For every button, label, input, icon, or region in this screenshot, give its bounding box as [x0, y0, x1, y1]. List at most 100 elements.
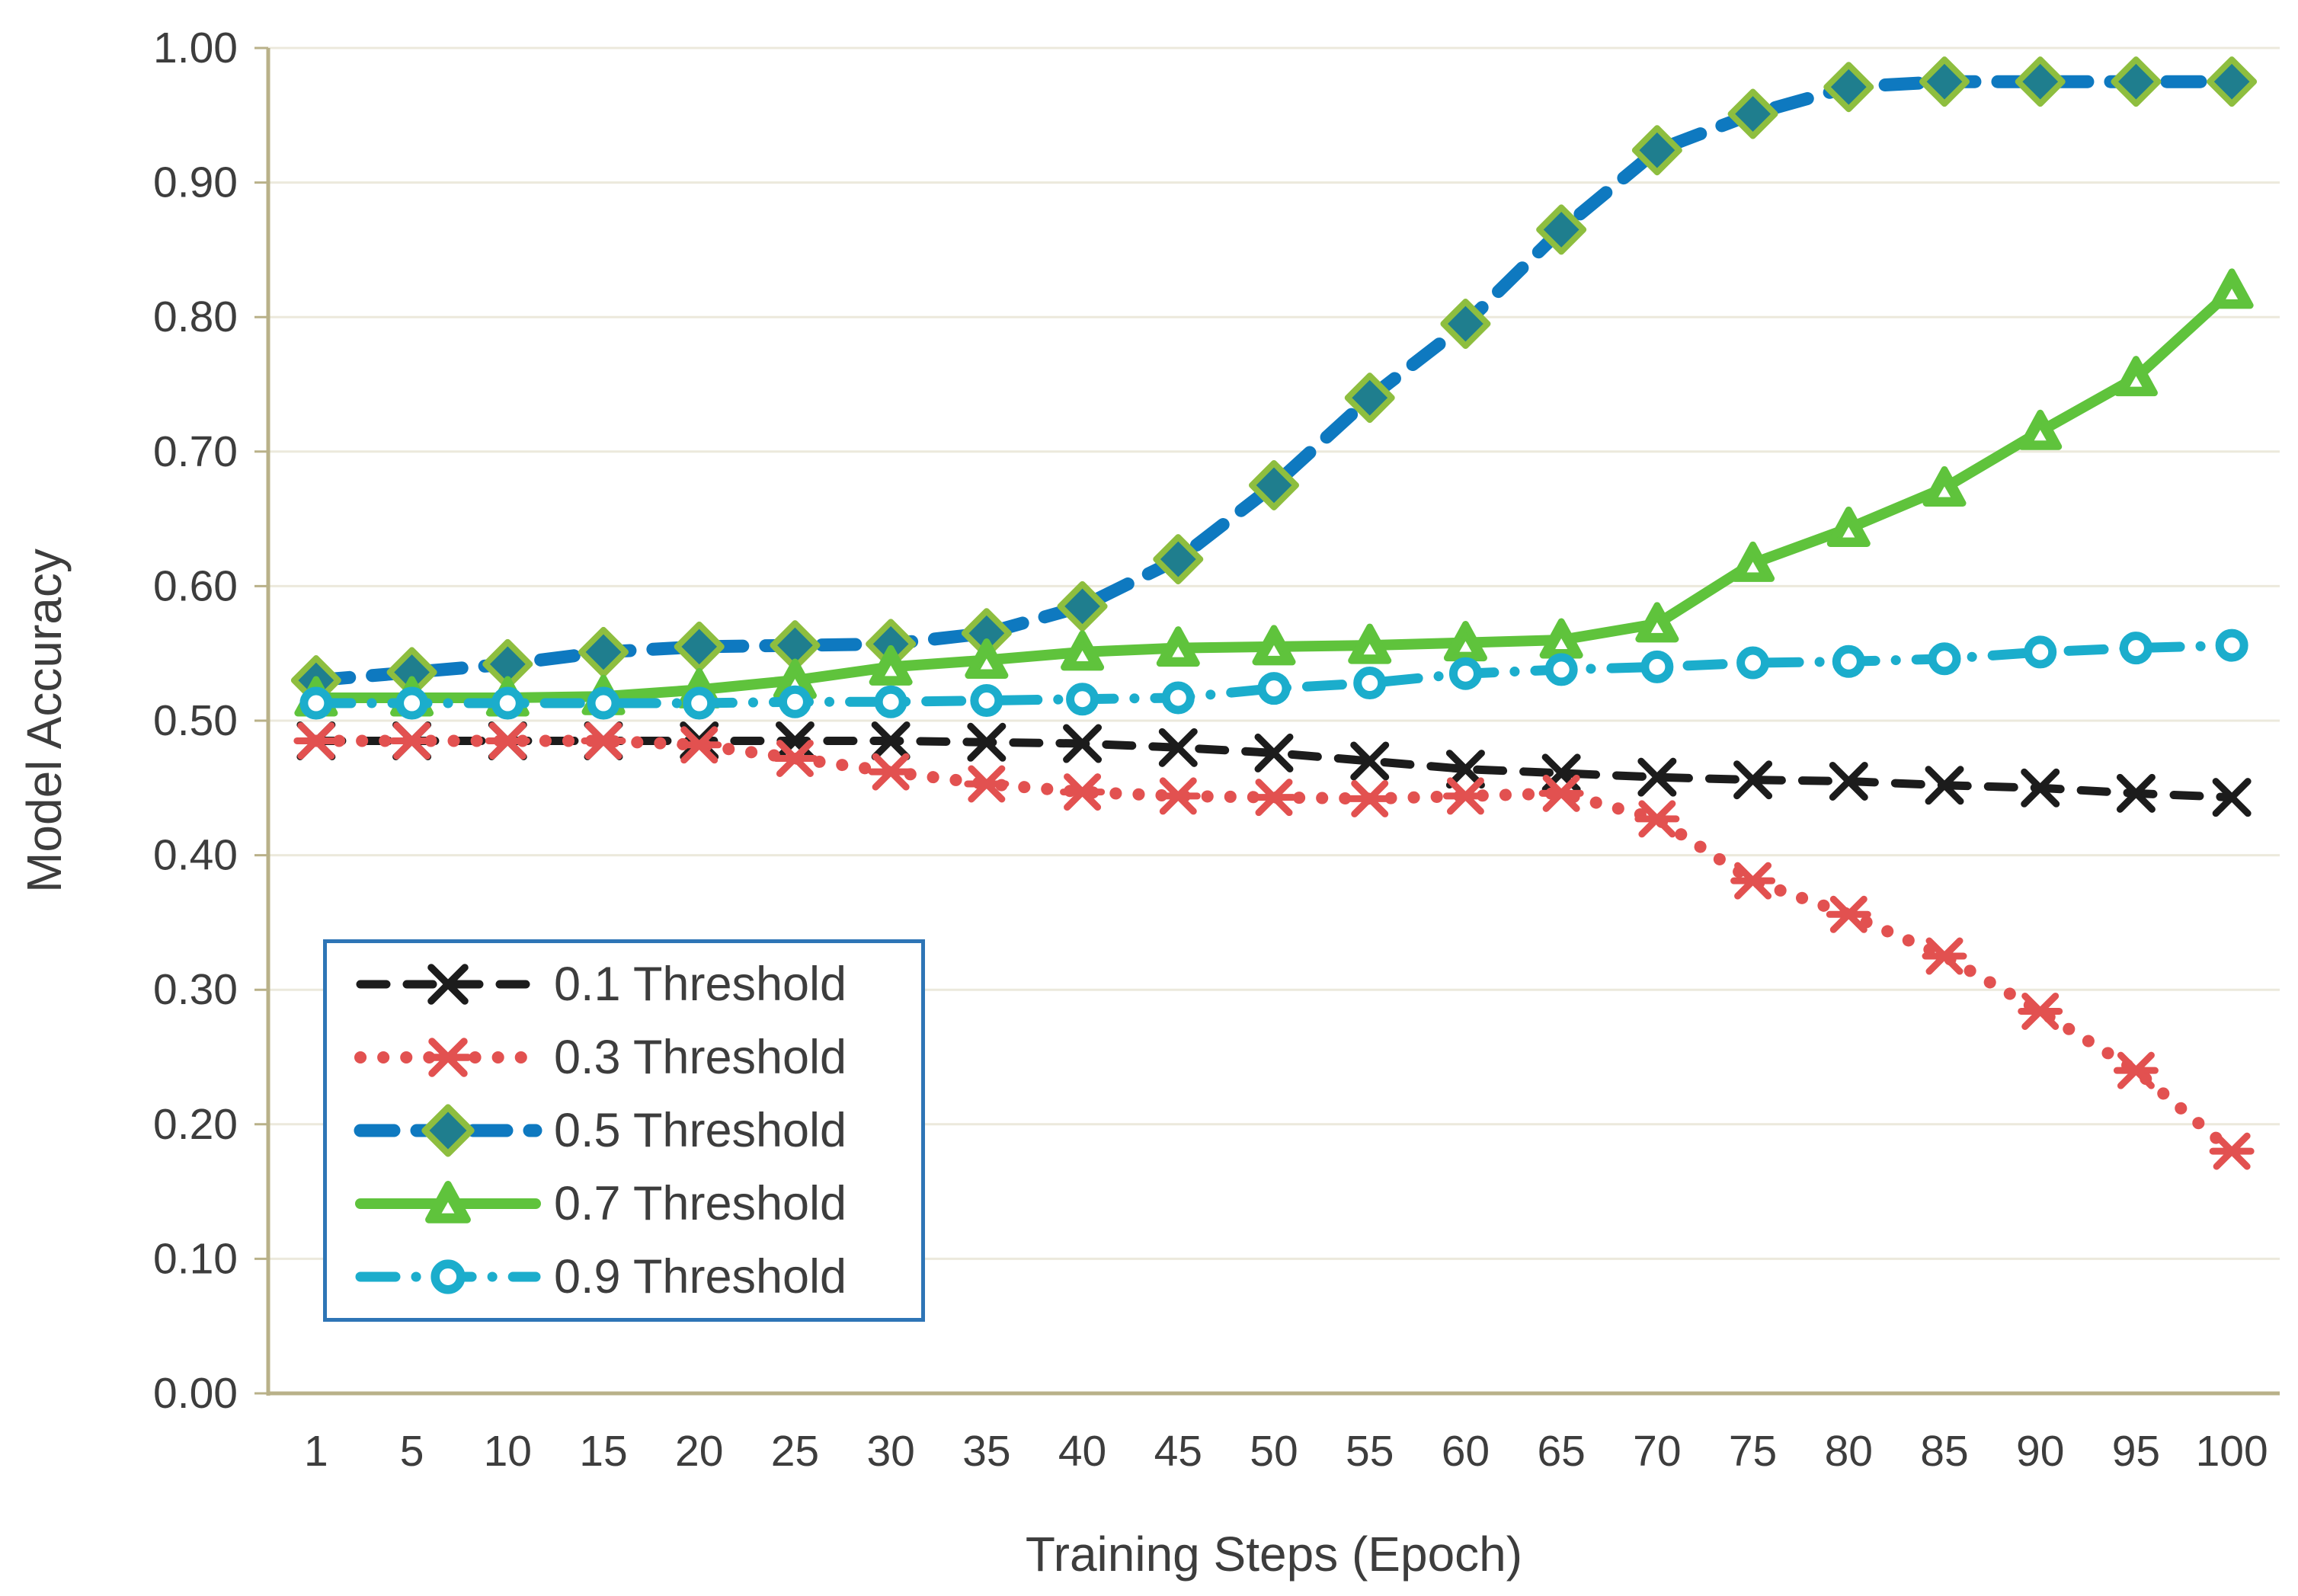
series-marker-triangle — [1938, 486, 1951, 497]
series-marker-diamond — [1249, 459, 1299, 510]
series-marker-asterisk — [1347, 779, 1393, 817]
series-marker-circle — [2215, 628, 2248, 662]
series-marker-diamond — [421, 1104, 475, 1157]
y-tick-label: 0.80 — [153, 293, 238, 341]
series-marker-asterisk — [1634, 800, 1680, 838]
x-tick-label: 100 — [2196, 1427, 2268, 1476]
series-marker-triangle — [1650, 622, 1663, 633]
x-tick-label: 75 — [1729, 1427, 1777, 1476]
series-marker-circle — [299, 686, 333, 720]
series-marker-asterisk — [1155, 777, 1201, 815]
series-marker-triangle — [1348, 623, 1392, 664]
series-marker-circle — [778, 685, 811, 718]
series-marker-triangle — [1746, 561, 1759, 573]
legend-item: 0.5 Threshold — [353, 1094, 921, 1167]
x-tick-label: 1 — [304, 1427, 328, 1476]
legend-label: 0.7 Threshold — [554, 1177, 847, 1230]
series-marker-triangle — [885, 665, 898, 676]
series-marker-x — [2116, 773, 2156, 813]
series-marker-asterisk — [424, 1038, 472, 1077]
series-marker-circle — [1736, 646, 1770, 680]
x-tick-label: 45 — [1154, 1427, 1202, 1476]
y-tick-label: 1.00 — [153, 24, 238, 72]
series-marker-diamond — [1344, 373, 1395, 424]
x-tick-label: 50 — [1250, 1427, 1298, 1476]
series-marker-circle — [1066, 683, 1099, 716]
series-marker-triangle — [1363, 644, 1376, 655]
x-tick-label: 5 — [400, 1427, 424, 1476]
legend: 0.1 Threshold 0.3 Threshold 0.5 Threshold 0… — [323, 939, 925, 1322]
series-marker-triangle — [1076, 650, 1089, 661]
series-marker-diamond — [2111, 56, 2162, 107]
x-tick-label: 20 — [675, 1427, 723, 1476]
series-marker-triangle — [2210, 268, 2254, 309]
series-marker-asterisk — [1730, 862, 1776, 900]
series-marker-asterisk — [1538, 774, 1584, 812]
series-marker-diamond — [1919, 56, 1970, 107]
series-marker-circle — [683, 686, 716, 720]
series-marker-triangle — [1731, 541, 1775, 582]
series-marker-triangle — [2034, 430, 2047, 441]
series-marker-asterisk — [1251, 779, 1297, 817]
series-marker-triangle — [1268, 644, 1280, 656]
series-marker-diamond — [2015, 56, 2066, 107]
series-marker-asterisk — [1060, 773, 1106, 811]
series-marker-diamond — [578, 626, 629, 677]
series-marker-diamond — [1631, 125, 1682, 176]
legend-line-sample — [355, 1259, 541, 1294]
series-line-0.5-threshold — [309, 75, 2239, 687]
series-marker-asterisk — [1442, 777, 1488, 815]
series-marker-x — [1350, 741, 1390, 781]
series-marker-diamond — [1536, 204, 1587, 255]
series-marker-diamond — [674, 621, 725, 672]
series-marker-x — [427, 964, 469, 1005]
y-tick-label: 0.10 — [153, 1234, 238, 1283]
x-tick-label: 85 — [1920, 1427, 1968, 1476]
y-tick-label: 0.20 — [153, 1100, 238, 1149]
series-markers-0.9-threshold — [299, 628, 2248, 720]
series-marker-circle — [2119, 632, 2152, 665]
legend-line-sample — [354, 1104, 542, 1157]
series-marker-diamond — [1153, 534, 1204, 585]
x-tick-label: 80 — [1825, 1427, 1873, 1476]
series-marker-asterisk — [2209, 1132, 2255, 1170]
x-tick-label: 55 — [1346, 1427, 1394, 1476]
x-tick-label: 90 — [2016, 1427, 2064, 1476]
series-marker-triangle — [2130, 376, 2143, 387]
series-marker-circle — [1544, 653, 1578, 686]
legend-label: 0.5 Threshold — [554, 1104, 847, 1157]
series-marker-x — [1063, 724, 1103, 763]
series-marker-x — [1925, 766, 1964, 805]
x-tick-label: 35 — [962, 1427, 1010, 1476]
series-marker-x — [1445, 750, 1485, 789]
y-tick-label: 0.40 — [153, 831, 238, 880]
series-marker-diamond — [2207, 56, 2258, 107]
series-marker-asterisk — [1922, 937, 1967, 975]
series-marker-asterisk — [677, 726, 722, 764]
series-marker-asterisk — [389, 721, 435, 760]
x-axis-title: Training Steps (Epoch) — [1025, 1527, 1523, 1582]
series-marker-x — [1829, 761, 1868, 801]
series-marker-triangle — [1826, 506, 1871, 547]
series-marker-triangle — [965, 638, 1009, 680]
series-marker-circle — [1353, 667, 1387, 700]
series-marker-triangle — [1172, 646, 1185, 657]
series-marker-circle — [2024, 635, 2057, 669]
legend-item: 0.7 Threshold — [353, 1167, 921, 1240]
x-tick-label: 95 — [2112, 1427, 2160, 1476]
legend-item: 0.1 Threshold — [353, 948, 921, 1021]
x-tick-label: 40 — [1058, 1427, 1106, 1476]
series-marker-x — [1733, 760, 1773, 800]
series-marker-triangle — [1459, 641, 1472, 652]
series-marker-circle — [1928, 642, 1961, 676]
series-marker-circle — [1832, 644, 1865, 678]
series-marker-diamond — [1057, 581, 1108, 632]
series-marker-diamond — [1440, 299, 1491, 350]
legend-line-sample — [356, 964, 540, 1005]
series-marker-asterisk — [964, 765, 1010, 803]
series-marker-circle — [970, 684, 1003, 718]
series-marker-asterisk — [2018, 992, 2063, 1030]
series-marker-triangle — [2114, 356, 2158, 397]
series-markers-0.5-threshold — [290, 56, 2258, 706]
legend-item: 0.9 Threshold — [353, 1240, 921, 1313]
